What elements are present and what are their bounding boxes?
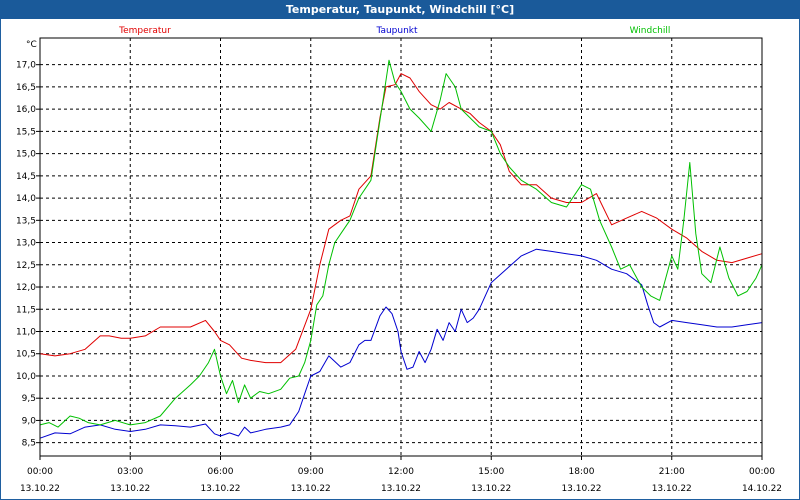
x-tick-time-label: 03:00: [117, 467, 143, 477]
x-tick-time-label: 09:00: [298, 467, 324, 477]
x-tick-time-label: 06:00: [208, 467, 234, 477]
y-tick-label: 13,0: [16, 239, 36, 249]
y-tick-label: 9,0: [22, 416, 37, 426]
series-line-temperatur: [39, 73, 763, 364]
grid: [40, 38, 762, 456]
x-tick-date-label: 13.10.22: [471, 484, 511, 494]
plot-area-border: [39, 37, 763, 457]
x-tick-time-label: 00:00: [749, 467, 775, 477]
x-tick-time-label: 21:00: [659, 467, 685, 477]
x-tick-time-label: 15:00: [478, 467, 504, 477]
y-tick-label: 12,0: [16, 283, 36, 293]
y-axis-unit-label: °C: [26, 40, 37, 50]
y-axis: °C 8,5 9,0 9,5 10,0 10,5 11,0 11,5 12,0 12,5 13,0…: [16, 40, 40, 449]
y-tick-label: 15,0: [16, 150, 36, 160]
y-tick-label: 10,5: [16, 350, 36, 360]
y-tick-label: 13,5: [16, 216, 36, 226]
y-tick-label: 8,5: [22, 439, 36, 449]
y-tick-label: 9,5: [22, 394, 36, 404]
y-tick-label: 10,0: [16, 372, 36, 382]
x-tick-date-label: 13.10.22: [291, 484, 331, 494]
y-tick-label: 12,5: [16, 261, 36, 271]
x-tick-date-label: 13.10.22: [381, 484, 421, 494]
series-line-windchill: [39, 59, 763, 428]
legend-temperatur: Temperatur: [118, 26, 171, 36]
legend: Temperatur Taupunkt Windchill: [118, 26, 670, 36]
x-tick-date-label: 13.10.22: [652, 484, 692, 494]
chart: °C 8,5 9,0 9,5 10,0 10,5 11,0 11,5 12,0 12,5 13,0…: [16, 26, 782, 494]
x-tick-time-label: 00:00: [27, 467, 53, 477]
x-tick-date-label: 13.10.22: [561, 484, 601, 494]
x-tick-date-label: 13.10.22: [110, 484, 150, 494]
y-tick-label: 15,5: [16, 127, 36, 137]
x-tick-date-label: 13.10.22: [20, 484, 60, 494]
series-line-taupunkt: [39, 248, 763, 439]
x-tick-time-label: 18:00: [569, 467, 595, 477]
y-tick-label: 14,0: [16, 194, 36, 204]
window-title: Temperatur, Taupunkt, Windchill [°C]: [0, 0, 800, 19]
x-tick-date-label: 13.10.22: [200, 484, 240, 494]
x-tick-time-label: 12:00: [388, 467, 414, 477]
legend-windchill: Windchill: [630, 26, 671, 36]
legend-taupunkt: Taupunkt: [375, 26, 418, 36]
x-axis: 00:00 13.10.22 03:00 13.10.22 06:00 13.10.22 0…: [20, 456, 782, 494]
y-tick-label: 17,0: [16, 61, 36, 71]
y-tick-label: 14,5: [16, 172, 36, 182]
y-tick-label: 16,5: [16, 83, 36, 93]
y-tick-label: 11,0: [16, 327, 36, 337]
series-lines: [39, 59, 763, 439]
x-tick-date-label: 14.10.22: [742, 484, 782, 494]
y-tick-label: 11,5: [16, 305, 36, 315]
y-tick-label: 16,0: [16, 105, 36, 115]
